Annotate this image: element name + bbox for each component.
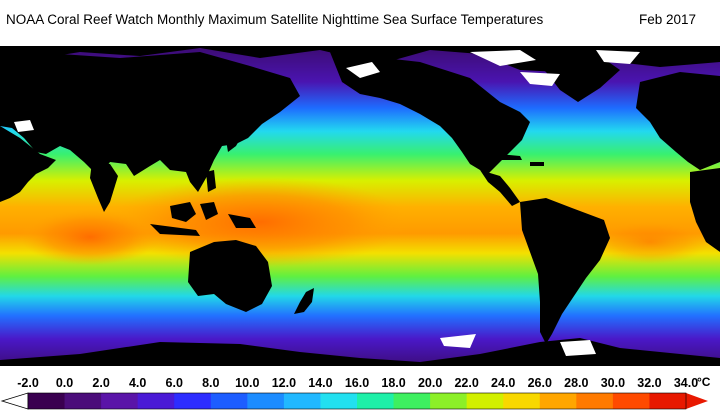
scale-color-swatch [649, 393, 687, 409]
scale-color-swatch [430, 393, 468, 409]
scale-tick-label: 24.0 [491, 376, 516, 390]
scale-tick-label: 28.0 [564, 376, 589, 390]
scale-color-swatch [320, 393, 358, 409]
scale-tick-label: 2.0 [92, 376, 110, 390]
scale-color-swatch [357, 393, 395, 409]
scale-color-swatch [210, 393, 248, 409]
warm-pool-atlantic [590, 220, 710, 264]
scale-tick-label: 18.0 [381, 376, 406, 390]
scale-color-swatch [283, 393, 321, 409]
scale-color-swatch [28, 393, 66, 409]
scale-tick-label: 10.0 [235, 376, 260, 390]
title-bar: NOAA Coral Reef Watch Monthly Maximum Sa… [0, 0, 720, 42]
scale-frame [27, 392, 687, 410]
scale-unit-label: °C [697, 375, 711, 389]
land [0, 42, 720, 372]
world-map [0, 42, 720, 372]
scale-color-swatch [539, 393, 577, 409]
scale-color-swatch [503, 393, 541, 409]
scale-tick-label: 12.0 [271, 376, 297, 390]
scale-min-arrow [0, 392, 29, 410]
color-scale: -2.0 0.0 2.0 4.0 6.0 8.0 10.0 12.0 14.0 16.0 18.0 2… [0, 372, 720, 411]
scale-tick-labels: -2.0 0.0 2.0 4.0 6.0 8.0 10.0 12.0 14.0 16.0 18.0 2… [0, 376, 720, 392]
scale-color-swatch [174, 393, 212, 409]
scale-color-swatch [466, 393, 504, 409]
scale-tick-label: 16.0 [344, 376, 370, 390]
scale-color-swatch [393, 393, 431, 409]
colorbar [0, 392, 708, 410]
scale-tick-label: 6.0 [165, 376, 183, 390]
scale-color-swatch [576, 393, 614, 409]
scale-tick-label: -2.0 [17, 376, 39, 390]
scale-tick-label: 34.0 [673, 376, 699, 390]
scale-max-arrow [686, 393, 708, 409]
warm-pool-west-pacific [110, 177, 410, 267]
scale-tick-label: 20.0 [417, 376, 443, 390]
sst-map [0, 42, 720, 372]
scale-tick-label: 0.0 [55, 376, 74, 390]
map-date: Feb 2017 [638, 12, 696, 27]
scale-tick-label: 14.0 [308, 376, 333, 390]
sea-ice [0, 42, 720, 372]
scale-color-swatch [247, 393, 285, 409]
scale-tick-label: 22.0 [454, 376, 479, 390]
map-title: NOAA Coral Reef Watch Monthly Maximum Sa… [6, 12, 544, 27]
scale-tick-label: 4.0 [128, 376, 147, 390]
scale-color-swatch [64, 393, 102, 409]
scale-tick-label: 30.0 [600, 376, 626, 390]
scale-tick-label: 8.0 [202, 376, 220, 390]
scale-unit: °C [697, 375, 710, 389]
scale-color-swatch [137, 393, 175, 409]
scale-color-swatch [101, 393, 139, 409]
warm-pool-indian-ocean [20, 209, 160, 265]
scale-tick-label: 32.0 [637, 376, 662, 390]
scale-tick-label: 26.0 [527, 376, 552, 390]
scale-color-swatch [612, 393, 650, 409]
